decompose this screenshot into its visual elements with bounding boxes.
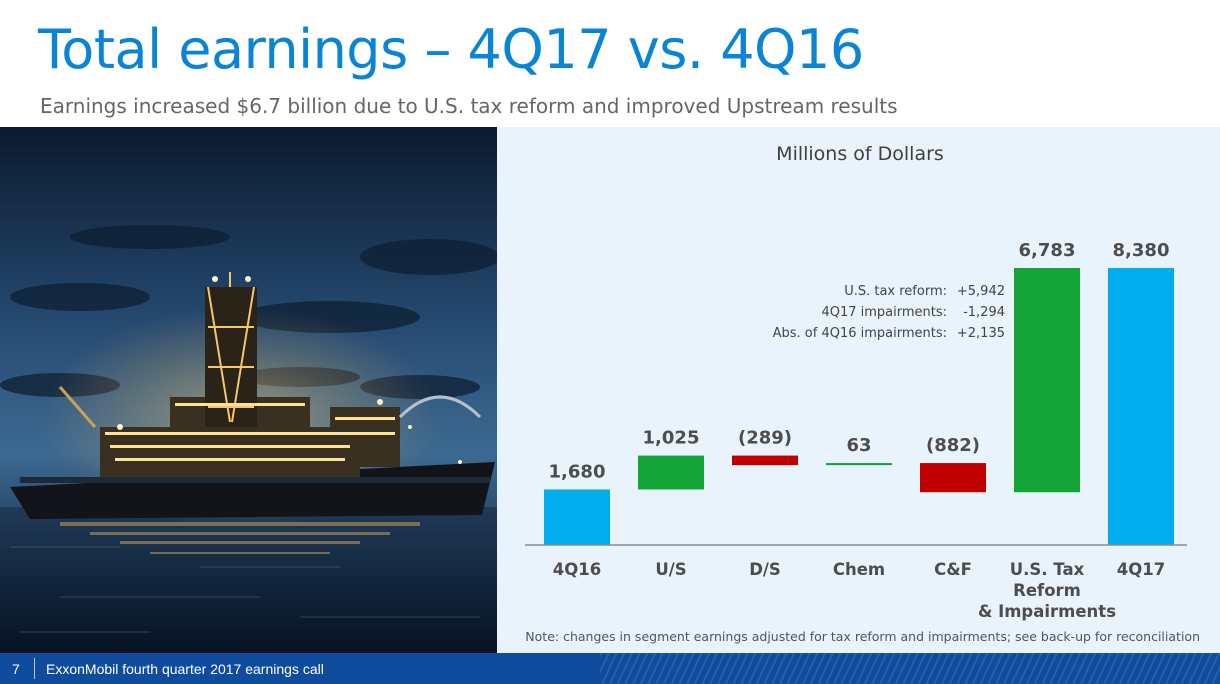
chart-panel: Millions of Dollars U.S. tax reform: +5,9… — [497, 127, 1220, 653]
x-tick-label: 4Q17 — [1117, 560, 1165, 579]
bar-value-label: 8,380 — [1113, 240, 1170, 261]
drillship-photo — [0, 127, 497, 653]
bar-u-s — [638, 455, 704, 490]
x-tick-label: C&F — [934, 560, 972, 579]
x-tick-label: D/S — [749, 560, 781, 579]
annotation-label: 4Q17 impairments: — [821, 305, 947, 320]
chart-unit-label: Millions of Dollars — [776, 143, 944, 165]
bar-value-label: 6,783 — [1019, 240, 1076, 261]
bar-value-label: 1,025 — [643, 428, 700, 449]
footer-pattern — [600, 653, 1220, 684]
slide-subtitle: Earnings increased $6.7 billion due to U… — [40, 94, 898, 118]
x-tick-label: Chem — [833, 560, 885, 579]
bar-4q17 — [1108, 268, 1174, 545]
chart-note: Note: changes in segment earnings adjust… — [525, 629, 1200, 644]
bar-d-s — [732, 455, 798, 466]
bar-value-label: 63 — [846, 435, 871, 456]
slide-title: Total earnings – 4Q17 vs. 4Q16 — [38, 18, 864, 81]
slide-footer: 7 ExxonMobil fourth quarter 2017 earning… — [0, 653, 1220, 684]
annotation-value: -1,294 — [963, 305, 1005, 320]
annotation-label: U.S. tax reform: — [844, 284, 947, 299]
tax-reform-annotation: U.S. tax reform: +5,942 4Q17 impairments: -… — [773, 284, 1005, 341]
bar-chem — [826, 463, 892, 466]
x-axis-labels: 4Q16 U/S D/S Chem C&F U.S. Tax Reform & Impairm… — [553, 560, 1165, 621]
bar-value-label: 1,680 — [549, 461, 606, 482]
footer-text: ExxonMobil fourth quarter 2017 earnings … — [46, 661, 324, 677]
bar-value-label: (882) — [926, 435, 980, 456]
annotation-value: +5,942 — [957, 284, 1005, 299]
x-tick-label: U/S — [655, 560, 686, 579]
page-number: 7 — [12, 661, 20, 677]
x-tick-label: 4Q16 — [553, 560, 601, 579]
waterfall-chart: Millions of Dollars U.S. tax reform: +5,9… — [525, 143, 1200, 644]
x-tick-label: U.S. Tax Reform & Impairments — [978, 560, 1116, 621]
footer-divider — [34, 658, 35, 679]
bar-c-f — [920, 463, 986, 493]
bar-4q16 — [544, 489, 610, 545]
bar-value-label: (289) — [738, 428, 792, 449]
annotation-value: +2,135 — [957, 326, 1005, 341]
chart-bars: 1,680 1,025 (289) 63 (882) 6,783 8,380 — [544, 240, 1174, 545]
annotation-label: Abs. of 4Q16 impairments: — [773, 326, 947, 341]
bar-u-s-tax-reform-impairments — [1014, 268, 1080, 493]
